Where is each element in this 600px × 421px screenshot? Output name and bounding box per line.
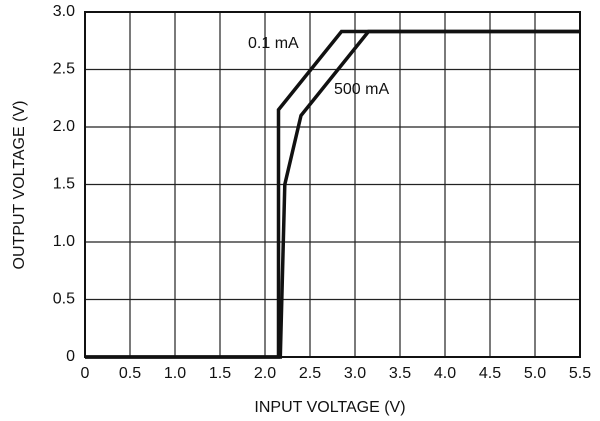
y-tick-label: 1.0 [53,233,75,250]
data-line [85,29,580,359]
y-tick-label: 3.0 [53,3,75,20]
series-label: 0.1 mA [248,35,299,52]
data-line [85,29,580,359]
x-tick-label: 5.0 [524,365,546,382]
y-tick-label: 0.5 [53,291,75,308]
series-label: 500 mA [334,81,389,98]
y-tick-label: 2.0 [53,118,75,135]
y-axis-label: OUTPUT VOLTAGE (V) [11,101,28,270]
x-tick-label: 2.5 [299,365,321,382]
y-tick-label: 2.5 [53,61,75,78]
x-tick-label: 3.5 [389,365,411,382]
x-tick-label: 4.5 [479,365,501,382]
x-tick-label: 4.0 [434,365,456,382]
x-axis-label: INPUT VOLTAGE (V) [254,399,405,416]
x-tick-label: 2.0 [254,365,276,382]
x-tick-label: 3.0 [344,365,366,382]
x-tick-label: 1.5 [209,365,231,382]
plot-frame [84,11,581,358]
x-tick-label: 1.0 [164,365,186,382]
y-tick-label: 0 [66,348,75,365]
x-tick-label: 5.5 [569,365,591,382]
y-tick-label: 1.5 [53,176,75,193]
x-tick-label: 0.5 [119,365,141,382]
x-tick-label: 0 [81,365,90,382]
